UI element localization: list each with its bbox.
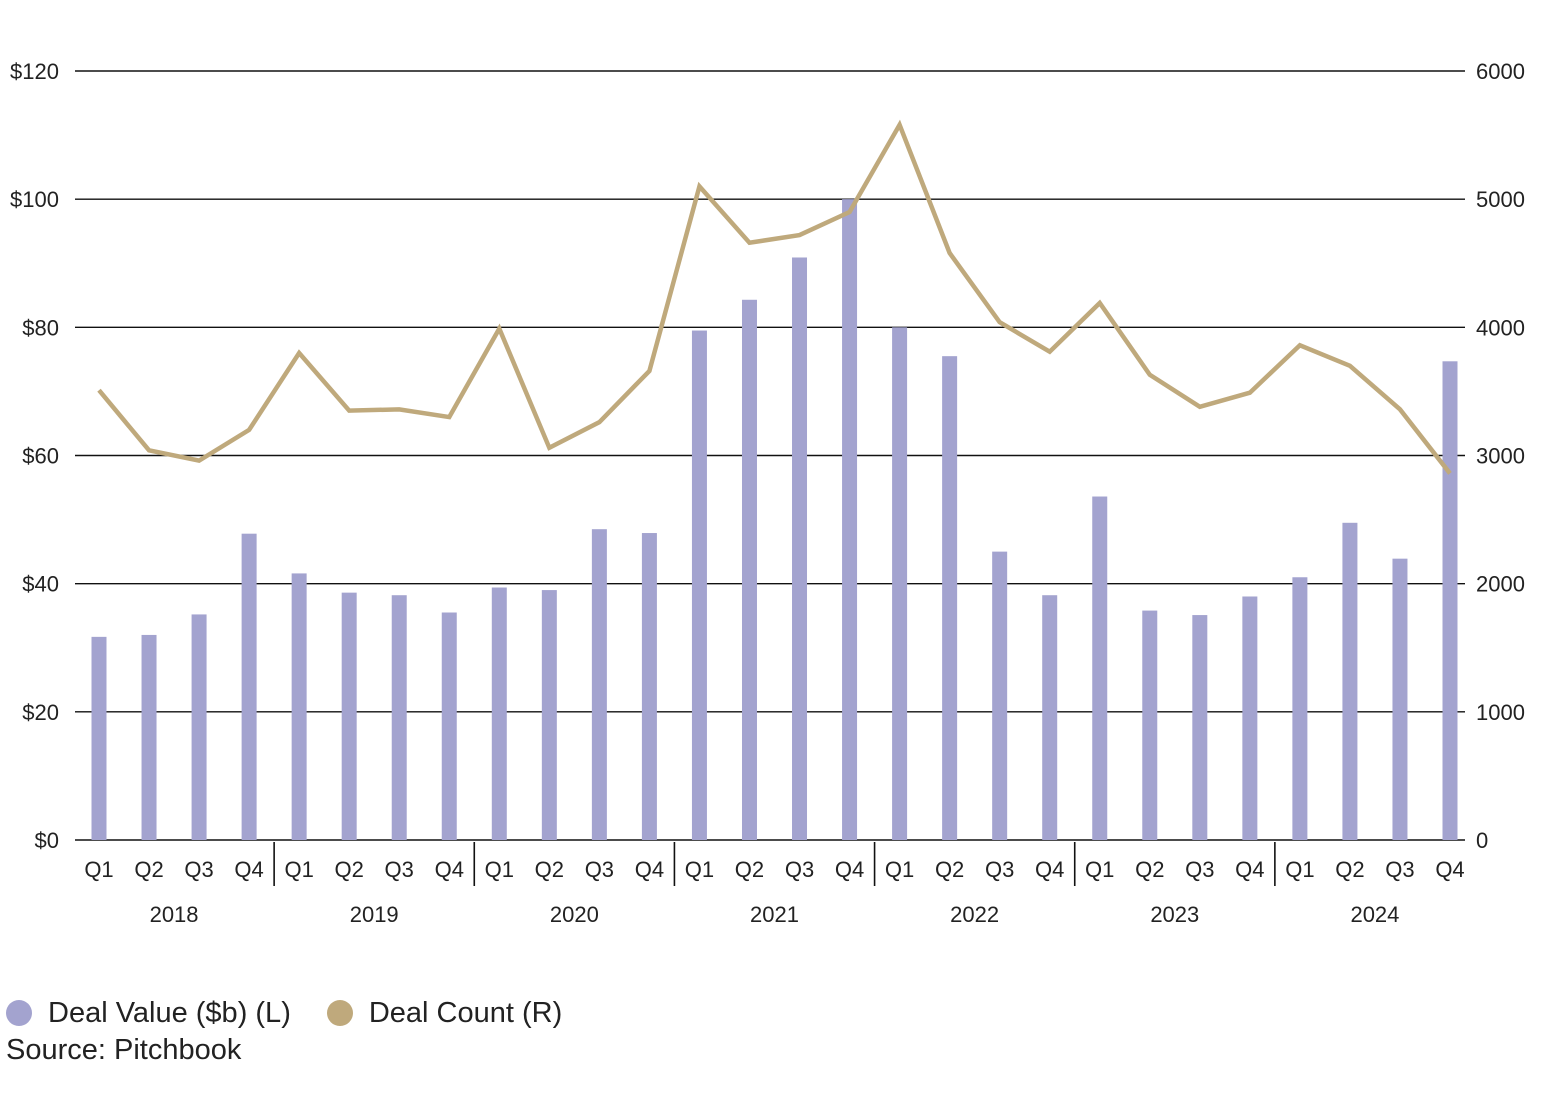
x-tick-label: Q3 [385,857,414,882]
bar [992,551,1008,840]
deal-count-line-layer [97,119,1452,475]
x-tick-label: Q2 [335,857,364,882]
bar [842,199,858,840]
x-tick-label: Q2 [935,857,964,882]
bar [91,636,107,840]
legend-label-deal-value: Deal Value ($b) (L) [48,996,291,1029]
year-label: 2023 [1150,902,1199,927]
bar [141,634,157,840]
y-left-tick-label: $0 [35,828,59,853]
x-tick-label: Q1 [885,857,914,882]
y-left-tick-label: $20 [22,700,59,725]
x-tick-label: Q1 [1085,857,1114,882]
bar [1192,615,1208,840]
x-tick-label: Q4 [635,857,664,882]
x-tick-label: Q4 [234,857,263,882]
x-tick-label: Q4 [1235,857,1264,882]
year-label: 2020 [550,902,599,927]
y-right-tick-label: 2000 [1476,572,1525,597]
bar [1042,595,1058,840]
grid-lines [75,70,1465,841]
y-right-tick-label: 6000 [1476,59,1525,84]
x-tick-label: Q1 [485,857,514,882]
year-label: 2018 [150,902,199,927]
x-tick-label: Q3 [785,857,814,882]
bar [1392,558,1408,840]
bar [1342,522,1358,840]
bar [1292,577,1308,840]
bar [491,587,507,840]
x-tick-label: Q2 [1135,857,1164,882]
bar [792,257,808,840]
x-tick-label: Q4 [1435,857,1464,882]
x-tick-label: Q2 [1335,857,1364,882]
chart: $0 $20 $40 $60 $80 $100 $120 0 1000 2000 3000 4000… [10,59,1525,927]
year-label: 2024 [1350,902,1399,927]
y-left-tick-label: $40 [22,572,59,597]
bar [241,533,257,840]
year-label: 2022 [950,902,999,927]
bar [341,592,357,840]
bar [691,330,707,840]
x-axis-labels: Q1 Q2 Q3 Q4 Q1 Q2 Q3 Q4 Q1 Q2 Q3 Q4 Q1 Q2 Q3 Q4 Q1 Q2 Q3 Q4… [84,842,1465,927]
x-tick-label: Q1 [84,857,113,882]
bar [541,590,557,840]
y-right-tick-label: 3000 [1476,444,1525,469]
bar [1442,361,1458,840]
deal-count-swatch [326,1000,353,1026]
legend: Deal Value ($b) (L) Deal Count (R) [6,993,598,1033]
bar [741,299,757,841]
deal-count-line [97,119,1452,475]
bar [1092,496,1108,840]
bar [591,529,607,840]
y-right-tick-label: 0 [1476,828,1488,853]
bar [191,614,207,840]
x-tick-label: Q1 [1285,857,1314,882]
bar [942,356,958,840]
legend-label-deal-count: Deal Count (R) [368,996,563,1029]
year-label: 2021 [750,902,799,927]
y-left-tick-label: $60 [22,444,59,469]
deal-value-bars [91,199,1458,841]
y-right-tick-label: 4000 [1476,315,1525,340]
x-tick-label: Q3 [1385,857,1414,882]
x-tick-label: Q1 [685,857,714,882]
deal-value-swatch [6,1000,32,1026]
x-tick-label: Q3 [184,857,213,882]
x-tick-label: Q2 [134,857,163,882]
bar [391,595,407,840]
right-axis-labels: 0 1000 2000 3000 4000 5000 6000 [1476,59,1525,853]
x-tick-label: Q3 [585,857,614,882]
left-axis-labels: $0 $20 $40 $60 $80 $100 $120 [10,59,59,853]
x-tick-label: Q2 [535,857,564,882]
bar [441,612,457,840]
year-label: 2019 [350,902,399,927]
bar [641,533,657,840]
bar [1242,596,1258,840]
y-left-tick-label: $100 [10,187,59,212]
x-tick-label: Q4 [1035,857,1064,882]
bar [892,327,908,840]
x-tick-label: Q3 [1185,857,1214,882]
x-tick-label: Q4 [835,857,864,882]
x-tick-label: Q4 [435,857,464,882]
x-tick-label: Q2 [735,857,764,882]
y-right-tick-label: 1000 [1476,700,1525,725]
legend-item-deal-value: Deal Value ($b) (L) [6,997,291,1030]
y-right-tick-label: 5000 [1476,187,1525,212]
bar [291,573,307,840]
legend-item-deal-count: Deal Count (R) [326,996,563,1030]
x-tick-label: Q1 [284,857,313,882]
bar [1142,610,1158,840]
source-note: Source: Pitchbook [6,1034,242,1066]
x-tick-label: Q3 [985,857,1014,882]
y-left-tick-label: $80 [22,315,59,340]
y-left-tick-label: $120 [10,59,59,84]
